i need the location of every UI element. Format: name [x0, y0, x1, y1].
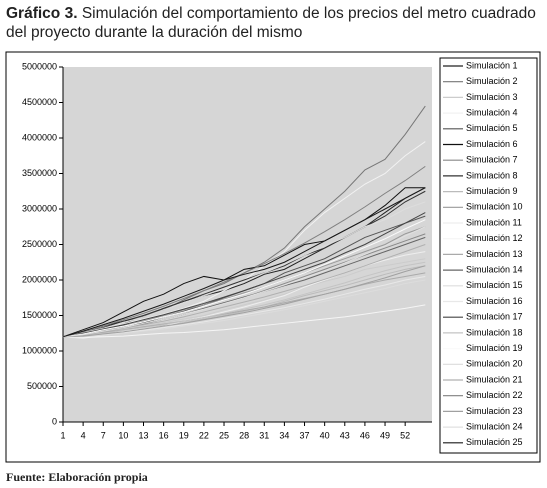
series-line [62, 201, 426, 338]
y-tick-label: 3500000 [22, 168, 57, 178]
series-line [62, 244, 426, 338]
x-tick-label: 16 [159, 430, 169, 440]
legend-label: Simulación 16 [466, 296, 523, 306]
legend-label: Simulación 18 [466, 327, 523, 337]
x-tick-label: 40 [320, 430, 330, 440]
series-line [62, 272, 426, 338]
legend-label: Simulación 25 [466, 437, 523, 447]
x-tick-label: 7 [101, 430, 106, 440]
legend-label: Simulación 6 [466, 139, 518, 149]
x-tick-label: 49 [380, 430, 390, 440]
y-tick-label: 4500000 [22, 97, 57, 107]
legend-label: Simulación 11 [466, 217, 522, 227]
legend-label: Simulación 14 [466, 264, 523, 274]
legend-label: Simulación 4 [466, 107, 518, 117]
y-tick-label: 500000 [27, 381, 57, 391]
x-tick-label: 19 [179, 430, 189, 440]
x-tick-label: 52 [400, 430, 410, 440]
legend-label: Simulación 19 [466, 343, 523, 353]
y-tick-label: 3000000 [22, 203, 57, 213]
series-line [62, 165, 426, 338]
series-line [62, 212, 426, 338]
legend-label: Simulación 23 [466, 406, 523, 416]
x-tick-label: 37 [300, 430, 310, 440]
x-tick-label: 46 [360, 430, 370, 440]
legend-label: Simulación 1 [466, 60, 518, 70]
y-tick-label: 2000000 [22, 274, 57, 284]
legend-label: Simulación 3 [466, 92, 518, 102]
x-tick-label: 22 [199, 430, 209, 440]
legend-label: Simulación 10 [466, 202, 523, 212]
x-tick-label: 1 [60, 430, 65, 440]
series-line [63, 279, 426, 338]
y-tick-label: 5000000 [22, 61, 57, 71]
series-line [62, 187, 426, 338]
legend-label: Simulación 12 [466, 233, 523, 243]
legend-label: Simulación 22 [466, 390, 523, 400]
plot-area [63, 67, 432, 422]
series-line [62, 275, 426, 338]
y-tick-label: 1000000 [22, 345, 57, 355]
title-label: Gráfico 3. [6, 5, 78, 22]
y-tick-label: 2500000 [22, 239, 57, 249]
y-tick-label: 4000000 [22, 132, 57, 142]
series-line [62, 265, 426, 338]
legend-label: Simulación 13 [466, 249, 523, 259]
title: Gráfico 3. Simulación del comportamiento… [6, 4, 546, 42]
x-tick-label: 28 [239, 430, 249, 440]
legend-label: Simulación 8 [466, 170, 518, 180]
legend-label: Simulación 17 [466, 312, 523, 322]
legend-label: Simulación 20 [466, 359, 523, 369]
legend-box [439, 57, 538, 454]
legend-label: Simulación 24 [466, 421, 523, 431]
source: Fuente: Elaboración propia [6, 470, 148, 484]
x-tick-label: 31 [259, 430, 269, 440]
chart: 0 500000 1000000 1500000 2000000 2500000 30000… [5, 51, 541, 463]
legend-label: Simulación 21 [466, 374, 523, 384]
x-tick-label: 13 [139, 430, 149, 440]
legend-label: Simulación 5 [466, 123, 518, 133]
legend-label: Simulación 7 [466, 155, 518, 165]
series-line [62, 226, 426, 338]
x-tick-label: 25 [219, 430, 229, 440]
series-line [62, 304, 426, 339]
series-line [62, 261, 426, 338]
x-tick-label: 43 [340, 430, 350, 440]
y-tick-label: 0 [52, 416, 57, 426]
series-line [62, 219, 426, 338]
y-tick-label: 1500000 [22, 310, 57, 320]
x-tick-label: 34 [279, 430, 289, 440]
legend-label: Simulación 2 [466, 76, 518, 86]
x-tick-label: 4 [81, 430, 86, 440]
legend-label: Simulación 9 [466, 186, 518, 196]
x-tick-label: 10 [118, 430, 128, 440]
title-text: Simulación del comportamiento de los pre… [6, 5, 536, 41]
legend-label: Simulación 15 [466, 280, 523, 290]
